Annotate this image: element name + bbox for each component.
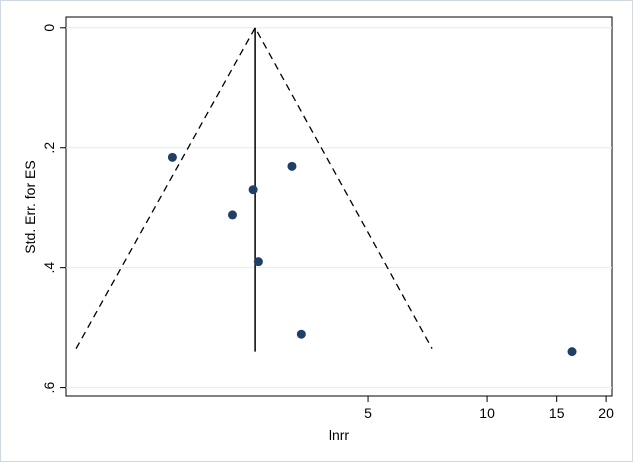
y-tick-label: .6 (41, 382, 57, 394)
study-point (287, 161, 297, 171)
study-point (227, 210, 237, 220)
x-tick-label: 20 (598, 405, 614, 421)
y-tick-label: 0 (41, 24, 57, 32)
study-point (167, 152, 177, 162)
x-axis-title: lnrr (329, 427, 350, 443)
plot-area (65, 16, 613, 397)
study-point (253, 257, 263, 267)
funnel-line (75, 26, 433, 349)
y-axis-title: Std. Err. for ES (22, 160, 38, 253)
x-tick-label: 15 (549, 405, 565, 421)
study-point (296, 329, 306, 339)
x-tick-label: 10 (479, 405, 495, 421)
y-tick-label: .2 (41, 142, 57, 154)
x-tick-label: 5 (364, 405, 372, 421)
y-tick-label: .4 (41, 262, 57, 274)
study-point (567, 347, 577, 357)
study-point (248, 185, 258, 195)
